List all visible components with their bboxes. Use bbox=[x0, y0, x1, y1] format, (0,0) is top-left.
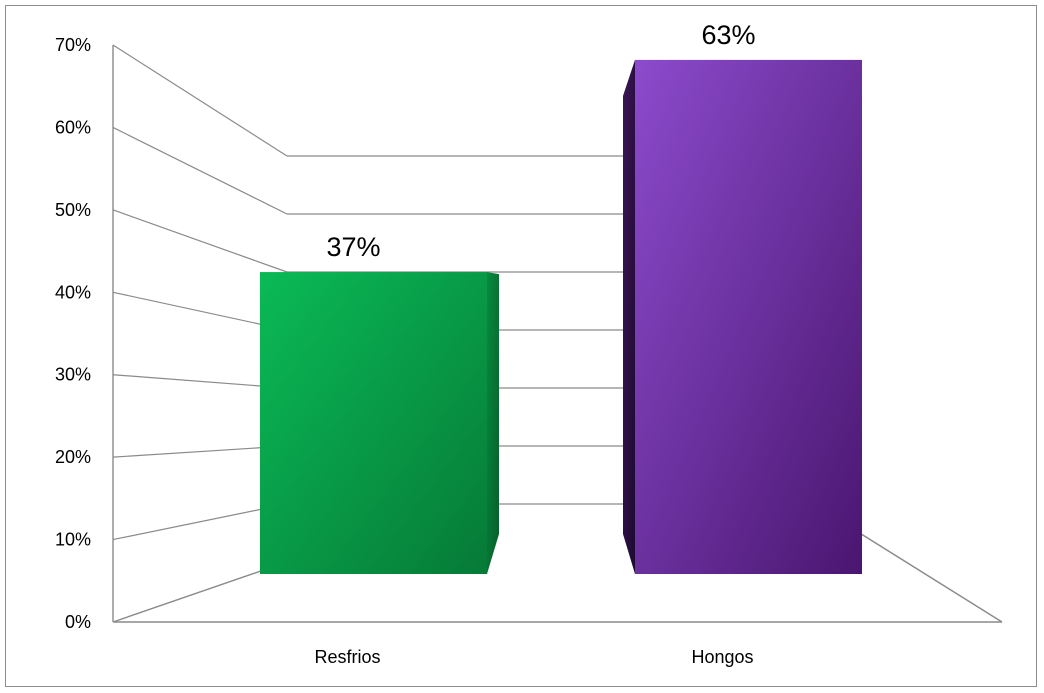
gridline-side-50 bbox=[112, 209, 288, 273]
axis-layer bbox=[112, 45, 1003, 623]
data-label: 63% bbox=[701, 20, 755, 50]
labels-layer: 0% 10% 20% 30% 40% 50% 60% 70% 37% Resfrios 63% Hon… bbox=[55, 20, 756, 667]
bar-side-hongos bbox=[623, 59, 635, 574]
bar-hongos bbox=[623, 59, 862, 574]
bar-front-hongos bbox=[635, 59, 862, 574]
gridline-side-70 bbox=[112, 44, 288, 157]
gridline-side-10 bbox=[112, 503, 288, 541]
y-tick-label: 10% bbox=[55, 530, 91, 550]
y-tick-label: 30% bbox=[55, 365, 91, 385]
bars-layer bbox=[260, 59, 862, 574]
x-category-label: Hongos bbox=[691, 647, 753, 667]
gridline-side-30 bbox=[112, 374, 288, 389]
gridline-side-0 bbox=[112, 561, 288, 623]
y-tick-label: 50% bbox=[55, 200, 91, 220]
bar-chart: 0% 10% 20% 30% 40% 50% 60% 70% 37% Resfrios 63% Hon… bbox=[55, 20, 1003, 667]
bar-front-resfrios bbox=[260, 272, 487, 574]
y-tick-label: 70% bbox=[55, 35, 91, 55]
y-tick-label: 20% bbox=[55, 447, 91, 467]
gridline-side-60 bbox=[112, 126, 288, 215]
gridline-side-20 bbox=[112, 445, 288, 458]
y-tick-label: 40% bbox=[55, 282, 91, 302]
chart-frame: 0% 10% 20% 30% 40% 50% 60% 70% 37% Resfrios 63% Hon… bbox=[5, 5, 1037, 687]
y-tick-label: 0% bbox=[65, 612, 91, 632]
floor-right-edge bbox=[857, 531, 1003, 623]
bar-resfrios bbox=[260, 272, 499, 574]
gridline-side-40 bbox=[112, 291, 288, 331]
gridline-0 bbox=[112, 561, 288, 623]
bar-side-resfrios bbox=[487, 272, 499, 574]
x-category-label: Resfrios bbox=[314, 647, 380, 667]
y-tick-label: 60% bbox=[55, 117, 91, 137]
data-label: 37% bbox=[326, 232, 380, 262]
